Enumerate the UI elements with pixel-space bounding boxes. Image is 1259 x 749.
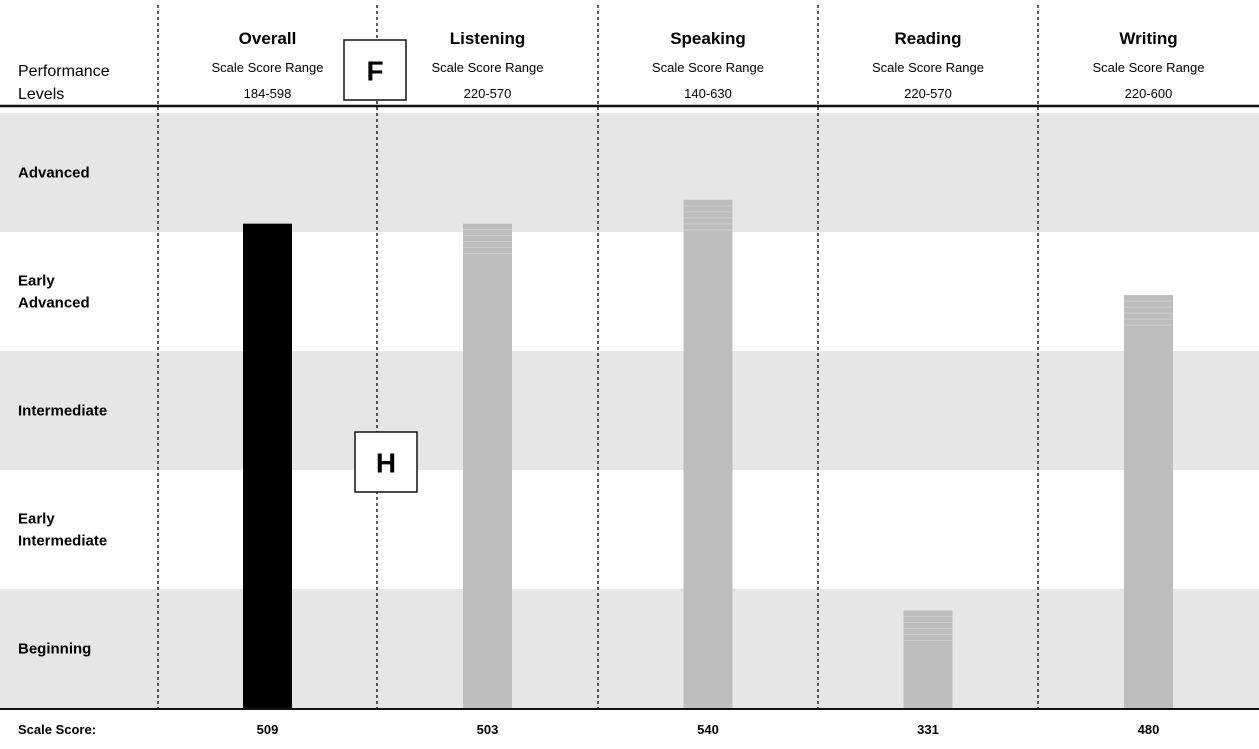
- header-sub-reading: Scale Score Range: [872, 60, 984, 75]
- score-overall: 509: [257, 722, 279, 737]
- bar-speaking: [683, 199, 733, 708]
- header-sub-writing: Scale Score Range: [1092, 60, 1204, 75]
- header-writing: Writing: [1119, 29, 1177, 48]
- level-bands: [0, 113, 1259, 708]
- level-label-4-0: Beginning: [18, 641, 91, 658]
- column-headers: Performance Levels Overall Scale Score Rang…: [18, 29, 1205, 103]
- score-listening: 503: [477, 722, 499, 737]
- bar-listening: [463, 223, 512, 709]
- callout-label-h: H: [376, 448, 396, 479]
- header-sub-listening: Scale Score Range: [431, 60, 543, 75]
- level-label-3-0: Early: [18, 511, 55, 528]
- row-header-line2: Levels: [18, 86, 64, 103]
- column-dividers: [157, 5, 1039, 712]
- header-reading: Reading: [894, 29, 961, 48]
- score-speaking: 540: [697, 722, 719, 737]
- header-listening: Listening: [450, 29, 526, 48]
- header-range-reading: 220-570: [904, 86, 952, 101]
- level-label-0-0: Advanced: [18, 165, 90, 182]
- band-2: [0, 351, 1259, 470]
- row-header-line1: Performance: [18, 63, 110, 80]
- header-range-listening: 220-570: [464, 86, 512, 101]
- header-range-writing: 220-600: [1125, 86, 1173, 101]
- callout-box-f: [343, 39, 407, 101]
- score-row-label: Scale Score:: [18, 722, 96, 737]
- score-row: Scale Score: 509 503 540 331 480: [18, 722, 1159, 737]
- score-reading: 331: [917, 722, 939, 737]
- header-speaking: Speaking: [670, 29, 746, 48]
- header-range-speaking: 140-630: [684, 86, 732, 101]
- level-label-3-1: Intermediate: [18, 533, 107, 550]
- band-4: [0, 589, 1259, 708]
- bar-writing: [1124, 295, 1173, 708]
- level-label-2-0: Intermediate: [18, 403, 107, 420]
- header-sub-overall: Scale Score Range: [211, 60, 323, 75]
- band-0: [0, 113, 1259, 232]
- bar-reading: [903, 610, 953, 708]
- level-label-1-0: Early: [18, 273, 55, 290]
- header-overall: Overall: [239, 29, 297, 48]
- callout-box-h: [354, 431, 418, 493]
- callout-label-f: F: [366, 56, 383, 87]
- score-bars: [243, 199, 1173, 709]
- callout-boxes: FH: [343, 39, 418, 493]
- score-writing: 480: [1138, 722, 1160, 737]
- header-range-overall: 184-598: [244, 86, 292, 101]
- level-label-1-1: Advanced: [18, 295, 90, 312]
- level-labels: Advanced Early Advanced Intermediate Early In…: [18, 165, 107, 658]
- header-rules: [0, 104, 1259, 710]
- bar-overall: [243, 223, 292, 709]
- header-sub-speaking: Scale Score Range: [652, 60, 764, 75]
